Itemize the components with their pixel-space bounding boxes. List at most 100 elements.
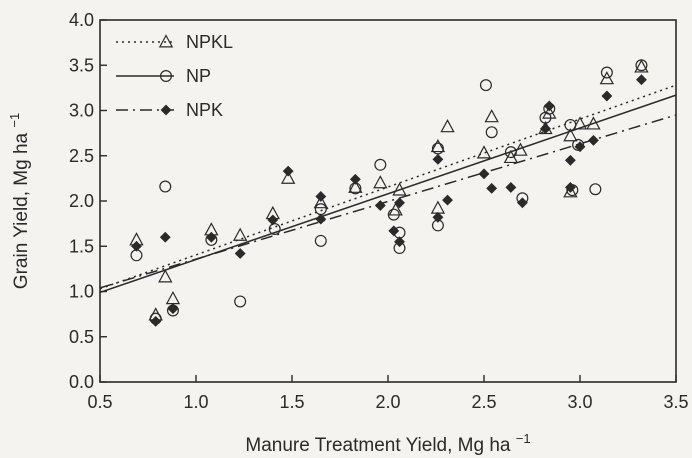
npk-point	[131, 240, 142, 252]
legend-label-npkl: NPKL	[186, 32, 233, 52]
series-npk	[131, 74, 647, 327]
npkl-point	[280, 170, 296, 184]
npk-point	[564, 154, 576, 166]
npkl-point	[484, 109, 499, 123]
x-axis-label: Manure Treatment Yield, Mg ha −1	[245, 431, 530, 456]
y-axis-label-superscript: −1	[7, 113, 22, 128]
npk-point	[394, 236, 405, 248]
x-tick-label: 3.0	[567, 392, 592, 412]
legend-marker-np	[160, 69, 173, 82]
regression-lines	[99, 84, 677, 294]
x-tick-label: 2.5	[471, 392, 496, 412]
np-point	[479, 79, 492, 92]
npk-point	[388, 225, 400, 237]
legend-marker-npkl	[158, 34, 174, 48]
legend-label-np: NP	[186, 66, 211, 86]
npkl-point	[158, 269, 173, 283]
npk-point	[159, 231, 171, 243]
npkl-point	[232, 227, 248, 241]
np-point	[504, 146, 517, 159]
y-axis-label: Grain Yield, Mg ha −1	[7, 113, 32, 289]
npk-point	[267, 214, 279, 226]
npk-point	[374, 200, 386, 211]
y-tick-label: 3.0	[69, 101, 94, 121]
npkl-point	[563, 128, 578, 142]
legend-marker-npk	[160, 104, 172, 116]
np-point	[159, 180, 172, 193]
npk-point	[574, 141, 586, 153]
legend-label-npk: NPK	[186, 100, 223, 120]
x-tick-label: 1.0	[183, 392, 208, 412]
npk-point	[432, 211, 444, 223]
legend: NPKL NP NPK	[116, 32, 233, 120]
y-tick-label: 1.0	[69, 282, 94, 302]
legend-entry-npk: NPK	[116, 100, 223, 120]
axis-ticks: 0.5 1.0 1.5 2.0 2.5 3.0 3.50.00.51.01.52.02.53…	[69, 10, 689, 412]
x-tick-label: 1.5	[279, 392, 304, 412]
npk-point	[516, 197, 528, 209]
npkl-point	[313, 195, 328, 209]
np-point	[635, 59, 648, 72]
fit-line-npk	[99, 114, 677, 289]
npk-point	[432, 153, 444, 165]
npkl-point	[348, 179, 363, 193]
npk-point	[205, 231, 217, 243]
y-axis-label-text: Grain Yield, Mg ha	[11, 132, 32, 289]
x-tick-label: 0.5	[87, 392, 112, 412]
npk-point	[636, 74, 647, 86]
npk-point	[282, 165, 294, 177]
npk-point	[349, 173, 361, 185]
y-tick-label: 3.5	[69, 55, 94, 75]
np-point	[268, 223, 281, 236]
legend-entry-npkl: NPKL	[116, 32, 233, 52]
y-tick-label: 2.5	[69, 146, 94, 166]
np-point	[314, 234, 327, 247]
npkl-point	[634, 59, 649, 73]
y-tick-label: 0.0	[69, 372, 94, 392]
npkl-point	[599, 71, 615, 85]
npk-point	[150, 315, 162, 327]
y-tick-label: 0.5	[69, 327, 94, 347]
np-point	[374, 158, 387, 171]
np-point	[387, 208, 400, 221]
x-tick-label: 3.5	[663, 392, 688, 412]
npk-point	[564, 182, 576, 193]
npkl-point	[392, 182, 407, 196]
np-point	[564, 118, 577, 131]
npk-point	[315, 191, 327, 202]
np-point	[485, 126, 498, 139]
npk-point	[442, 194, 453, 206]
npk-point	[540, 123, 551, 135]
np-point	[589, 183, 602, 196]
x-axis-label-text: Manure Treatment Yield, Mg ha	[245, 435, 511, 456]
y-tick-label: 4.0	[69, 10, 94, 30]
npkl-point	[476, 145, 492, 159]
npk-point	[167, 303, 179, 315]
y-tick-label: 2.0	[69, 191, 94, 211]
x-tick-label: 2.0	[375, 392, 400, 412]
npk-point	[588, 134, 599, 146]
np-point	[600, 66, 613, 79]
np-point	[431, 142, 444, 155]
npk-point	[315, 213, 327, 225]
npk-point	[234, 248, 246, 259]
np-point	[234, 295, 247, 308]
data-points	[129, 59, 649, 327]
x-axis-label-superscript: −1	[516, 431, 531, 446]
npk-point	[478, 168, 490, 180]
npkl-point	[586, 116, 601, 130]
series-np	[130, 59, 648, 325]
npk-point	[486, 182, 498, 194]
npkl-point	[430, 138, 446, 153]
npk-point	[394, 197, 405, 209]
npkl-point	[572, 116, 588, 130]
npk-point	[601, 90, 613, 102]
npkl-point	[373, 175, 388, 189]
npk-point	[505, 182, 517, 193]
y-tick-label: 1.5	[69, 236, 94, 256]
npkl-point	[440, 119, 455, 133]
legend-entry-np: NP	[116, 66, 211, 86]
npk-point	[543, 100, 555, 112]
